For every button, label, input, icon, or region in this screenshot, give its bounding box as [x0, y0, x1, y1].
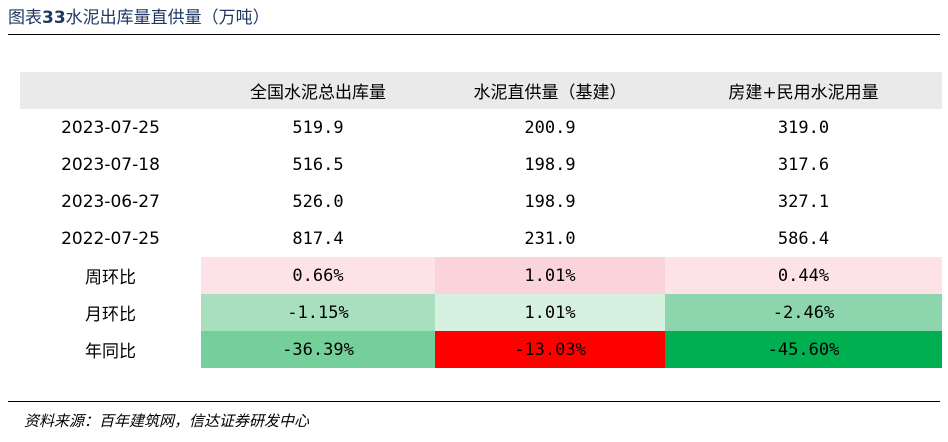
table-cell: 586.4: [777, 228, 830, 249]
row-label: 月环比: [85, 305, 136, 325]
table-cell: 327.1: [777, 191, 830, 212]
table-cell: 198.9: [524, 154, 576, 175]
table-cell: 319.0: [777, 117, 830, 138]
yoy-cell: -13.03%: [435, 331, 665, 368]
figure-title-text: 水泥出库量直供量（万吨）: [65, 8, 270, 28]
wow-cell: 0.66%: [201, 257, 435, 294]
table-row-mom: 月环比 -1.15% 1.01% -2.46%: [20, 294, 942, 331]
header-row: 全国水泥总出库量 水泥直供量（基建） 房建+民用水泥用量: [20, 72, 942, 109]
header-direct-supply: 水泥直供量（基建）: [435, 72, 665, 109]
mom-cell: -2.46%: [665, 294, 942, 331]
row-label: 2023-07-25: [61, 117, 160, 138]
row-label: 2022-07-25: [61, 228, 160, 249]
row-label: 2023-06-27: [61, 191, 160, 212]
mom-cell: 1.01%: [435, 294, 665, 331]
table-row-yoy: 年同比 -36.39% -13.03% -45.60%: [20, 331, 942, 368]
wow-cell: 0.44%: [665, 257, 942, 294]
table-row: 2022-07-25 817.4 231.0 586.4: [20, 220, 942, 257]
top-rule: [8, 34, 940, 35]
row-label: 2023-07-18: [61, 154, 160, 175]
mom-cell: -1.15%: [201, 294, 435, 331]
cement-table: 全国水泥总出库量 水泥直供量（基建） 房建+民用水泥用量 2023-07-25 …: [20, 72, 942, 368]
figure-title: 图表33水泥出库量直供量（万吨）: [8, 6, 270, 30]
source-note: 资料来源：百年建筑网，信达证券研发中心: [24, 412, 310, 430]
table-row: 2023-07-25 519.9 200.9 319.0: [20, 109, 942, 146]
table-cell: 231.0: [524, 228, 576, 249]
row-label: 年同比: [85, 342, 136, 362]
table-cell: 519.9: [292, 117, 344, 138]
table-row: 2023-06-27 526.0 198.9 327.1: [20, 183, 942, 220]
table-cell: 200.9: [524, 117, 576, 138]
table-cell: 198.9: [524, 191, 576, 212]
header-blank: [20, 72, 201, 109]
yoy-cell: -45.60%: [665, 331, 942, 368]
table-row: 2023-07-18 516.5 198.9 317.6: [20, 146, 942, 183]
table-cell: 526.0: [292, 191, 344, 212]
header-total-shipment: 全国水泥总出库量: [201, 72, 435, 109]
table-cell: 516.5: [292, 154, 344, 175]
header-housing-civil: 房建+民用水泥用量: [665, 72, 942, 109]
row-label: 周环比: [85, 268, 136, 288]
table-row-wow: 周环比 0.66% 1.01% 0.44%: [20, 257, 942, 294]
wow-cell: 1.01%: [435, 257, 665, 294]
yoy-cell: -36.39%: [201, 331, 435, 368]
bottom-rule: [8, 401, 940, 402]
table-cell: 817.4: [292, 228, 344, 249]
figure-number: 33: [42, 8, 66, 28]
table-cell: 317.6: [777, 154, 830, 175]
figure-title-prefix: 图表: [8, 8, 42, 28]
